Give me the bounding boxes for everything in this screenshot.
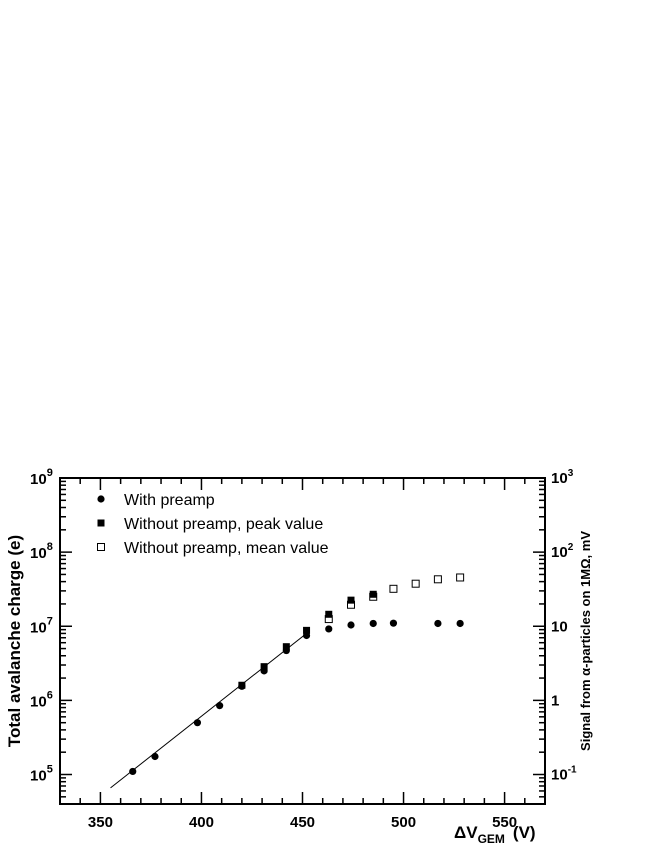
y-tick-labels: 105 106 107 108 109	[30, 467, 53, 785]
data-point-series-1	[456, 619, 464, 628]
data-point-series-1	[347, 621, 355, 629]
y2-tick-label: 10-1	[551, 765, 577, 784]
y2-tick-label: 10	[551, 618, 568, 635]
data-point-series-1	[193, 719, 202, 727]
x-tick-label: 550	[492, 814, 517, 831]
fit-line	[110, 633, 307, 789]
data-point-series-1	[389, 619, 398, 627]
y2-tick-labels: 10-1 1 10 102 103	[551, 468, 577, 784]
data-point-series-1	[238, 682, 246, 690]
fit-line-group	[110, 633, 307, 789]
data-point-series-1	[369, 619, 377, 628]
data-point-series-2	[260, 663, 268, 671]
data-point-series-1	[434, 619, 442, 628]
data-point-series-1	[282, 646, 290, 655]
legend-label-1: With preamp	[124, 492, 215, 509]
data-point-series-2	[347, 596, 355, 604]
y2-tick-label: 103	[551, 468, 574, 487]
data-point-series-1	[151, 752, 159, 761]
y-tick-label: 106	[30, 689, 53, 710]
y-tick-label: 105	[30, 764, 53, 785]
data-point-series-2	[325, 610, 333, 618]
legend-marker-3	[97, 543, 105, 551]
data-point-series-1	[325, 625, 333, 633]
x-tick-label: 450	[290, 814, 315, 831]
y2-tick-label: 1	[551, 692, 559, 709]
legend-label-2: Without preamp, peak value	[124, 516, 323, 533]
data-point-series-1	[260, 667, 268, 675]
data-point-series-3	[389, 584, 398, 593]
y-tick-label: 108	[30, 541, 53, 562]
y-tick-label: 109	[30, 467, 53, 488]
legend: With preamp Without preamp, peak value Wit…	[97, 492, 329, 557]
x-tick-labels: 350 400 450 500 550	[88, 814, 517, 831]
data-point-series-3	[411, 579, 420, 588]
x-axis-title-main: ΔV	[454, 823, 478, 842]
y2-tick-label: 102	[551, 542, 574, 561]
data-point-series-2	[282, 643, 290, 651]
data-points	[129, 573, 465, 776]
legend-label-3: Without preamp, mean value	[124, 540, 329, 557]
y-tick-label: 107	[30, 615, 53, 636]
data-point-series-3	[456, 573, 465, 582]
data-point-series-1	[216, 702, 224, 710]
x-tick-label: 400	[189, 814, 214, 831]
x-tick-label: 500	[391, 814, 416, 831]
x-tick-label: 350	[88, 814, 113, 831]
data-point-series-2	[369, 590, 377, 598]
x-axis-title-unit: (V)	[513, 823, 536, 842]
data-point-series-1	[302, 631, 311, 640]
data-point-series-3	[433, 575, 442, 584]
data-point-series-1	[129, 767, 137, 776]
legend-marker-1	[97, 495, 105, 503]
y-axis-title: Total avalanche charge (e)	[5, 535, 24, 747]
y2-axis-title: Signal from α-particles on 1MΩ, mV	[578, 531, 593, 751]
x-axis-title-subscript: GEM	[478, 832, 505, 846]
legend-marker-2	[97, 519, 105, 527]
x-axis-title: ΔVGEM (V)	[454, 823, 536, 846]
data-point-series-2	[303, 626, 311, 634]
axis-ticks	[59, 477, 546, 805]
